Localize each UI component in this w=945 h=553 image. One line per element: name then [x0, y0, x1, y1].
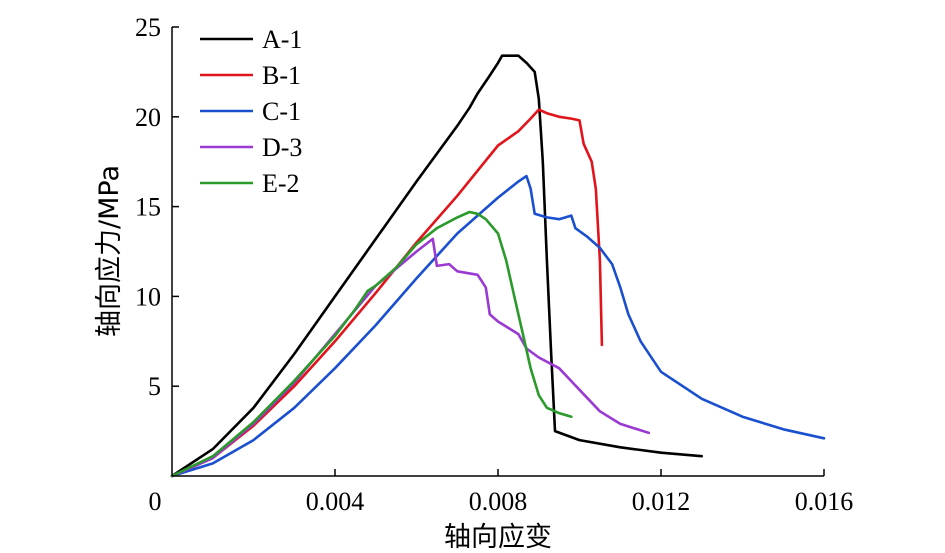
y-tick-label: 10 — [135, 282, 161, 311]
series-line-c-1 — [170, 174, 826, 478]
x-tick-label: 0.008 — [469, 487, 528, 516]
x-tick-label: 0.004 — [306, 487, 365, 516]
legend-label-b-1: B-1 — [262, 61, 301, 90]
series-line-b-1 — [170, 108, 604, 478]
series-layer — [170, 54, 826, 478]
x-tick-label: 0.012 — [632, 487, 691, 516]
legend: A-1 B-1 C-1 D-3 E-2 — [200, 25, 302, 198]
x-tick-label: 0 — [149, 487, 162, 516]
y-axis-title: 轴向应力/MPa — [94, 165, 125, 337]
ticks: 0 0.004 0.008 0.012 0.016 5 10 15 20 25 — [135, 13, 853, 516]
y-tick-label: 25 — [135, 13, 161, 42]
legend-label-d-3: D-3 — [262, 133, 302, 162]
y-tick-label: 20 — [135, 103, 161, 132]
y-tick-label: 15 — [135, 193, 161, 222]
series-line-e-2 — [170, 210, 573, 478]
legend-label-c-1: C-1 — [262, 97, 301, 126]
x-tick-label: 0.016 — [795, 487, 854, 516]
legend-label-a-1: A-1 — [262, 25, 302, 54]
series-line-a-1 — [170, 54, 704, 478]
legend-label-e-2: E-2 — [262, 169, 300, 198]
y-tick-label: 5 — [148, 372, 161, 401]
x-axis-title: 轴向应变 — [444, 522, 552, 553]
